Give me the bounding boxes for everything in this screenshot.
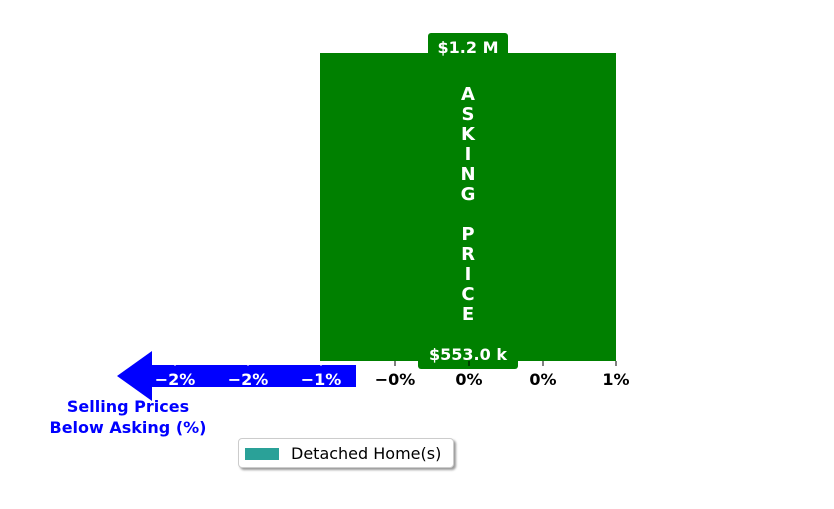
top-price-box (428, 33, 508, 61)
x-tick-label: −0% (375, 370, 416, 389)
asking-price-letter: S (462, 104, 475, 125)
asking-price-letter: C (461, 284, 474, 305)
bottom-price-box (418, 341, 518, 369)
x-tick-label: 0% (455, 370, 482, 389)
asking-price-letter: G (461, 184, 476, 205)
x-tick-label: −2% (228, 370, 269, 389)
asking-price-letter: N (460, 164, 475, 185)
axis-note-line-2: Below Asking (%) (49, 418, 207, 437)
x-tick-label: 1% (602, 370, 629, 389)
legend-swatch (245, 448, 279, 460)
below-asking-arrow (117, 351, 356, 401)
legend: Detached Home(s) (238, 438, 454, 468)
asking-price-letter: A (461, 84, 475, 105)
asking-price-letter: K (461, 124, 476, 145)
x-axis: −2% −2% −1% −0% 0% 0% 1% (155, 361, 630, 389)
x-tick-label: −1% (301, 370, 342, 389)
axis-note-line-1: Selling Prices (66, 397, 190, 416)
asking-price-letter: E (462, 304, 474, 325)
x-tick-label: −2% (155, 370, 196, 389)
asking-price-letter: P (461, 224, 474, 245)
asking-price-letter: I (465, 264, 472, 285)
asking-price-rect (320, 53, 616, 361)
asking-price-letter: R (461, 244, 475, 265)
bottom-price-label: $553.0 k (429, 345, 507, 364)
axis-note: Selling Prices Below Asking (%) (30, 396, 226, 438)
legend-label: Detached Home(s) (291, 444, 442, 463)
arrow-shape (117, 351, 356, 401)
top-price-label: $1.2 M (438, 38, 499, 57)
asking-price-letter: I (465, 144, 472, 165)
x-tick-label: 0% (529, 370, 556, 389)
